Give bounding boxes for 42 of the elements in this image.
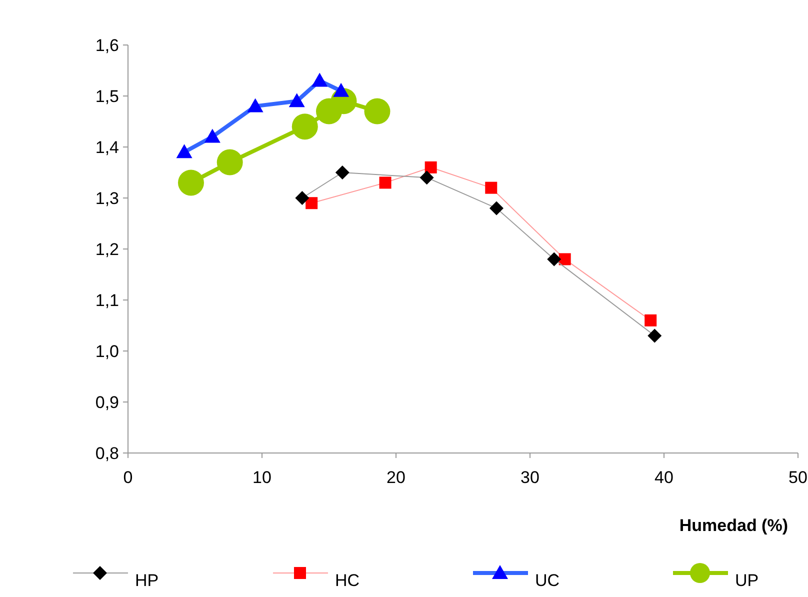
- legend-label: UP: [735, 571, 759, 590]
- y-tick-label: 1,4: [95, 138, 119, 157]
- x-axis-title: Humedad (%): [679, 516, 788, 535]
- point: [420, 170, 434, 185]
- point: [424, 161, 437, 174]
- point: [644, 314, 657, 326]
- x-tick-label: 20: [386, 468, 406, 487]
- point: [485, 182, 498, 194]
- point: [295, 191, 310, 205]
- point: [335, 166, 350, 180]
- point: [490, 201, 504, 216]
- y-tick-label: 1,3: [95, 188, 119, 208]
- point: [547, 252, 562, 266]
- x-tick-label: 10: [252, 468, 272, 487]
- y-tick-label: 1,1: [95, 290, 119, 310]
- x-tick-label: 0: [123, 468, 133, 487]
- point: [379, 176, 392, 189]
- y-tick-label: 0,9: [95, 392, 119, 412]
- y-tick-label: 1,5: [95, 86, 119, 106]
- legend-label: HP: [135, 571, 159, 590]
- legend-label: HC: [335, 571, 360, 590]
- y-tick-label: 1,2: [95, 240, 119, 259]
- point: [648, 328, 662, 343]
- point: [306, 197, 318, 210]
- point: [558, 253, 571, 266]
- point: [333, 82, 350, 97]
- point: [292, 114, 318, 140]
- point: [288, 93, 305, 108]
- point: [364, 98, 390, 124]
- y-tick-label: 1,6: [95, 36, 119, 55]
- y-tick-label: 1,0: [95, 342, 119, 361]
- x-tick-label: 30: [520, 468, 540, 487]
- x-tick-label: 40: [654, 468, 674, 487]
- legend-label: UC: [535, 571, 560, 590]
- y-tick-label: 0,8: [95, 444, 119, 463]
- point: [176, 144, 192, 158]
- point: [216, 149, 243, 176]
- point: [204, 128, 220, 143]
- x-tick-label: 50: [788, 468, 808, 487]
- point: [247, 98, 264, 112]
- point: [312, 72, 328, 87]
- point: [178, 170, 204, 196]
